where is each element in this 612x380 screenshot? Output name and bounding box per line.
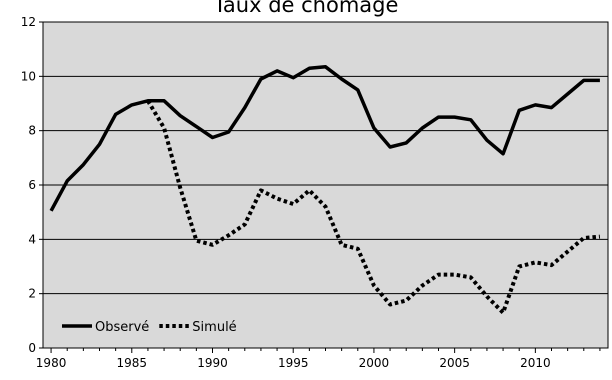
y-tick-label: 4 — [28, 232, 36, 246]
chart-title: Taux de chômage — [213, 0, 399, 17]
x-tick-label: 1985 — [117, 356, 148, 370]
x-tick-label: 1990 — [197, 356, 228, 370]
legend-label: Observé — [95, 320, 149, 335]
x-tick-label: 2000 — [359, 356, 390, 370]
y-tick-label: 0 — [28, 341, 36, 355]
series-lines — [49, 65, 601, 315]
legend: Observé Simulé — [62, 320, 237, 335]
y-tick-label: 8 — [28, 124, 36, 138]
series-line-observe — [49, 65, 600, 212]
gridlines — [43, 75, 608, 295]
y-tick-label: 12 — [21, 15, 36, 29]
legend-label: Simulé — [192, 320, 236, 335]
y-tick-label: 10 — [21, 69, 36, 83]
x-tick-label: 2010 — [520, 356, 551, 370]
x-tick-label: 2005 — [439, 356, 470, 370]
x-tick-label: 1995 — [278, 356, 309, 370]
series-line-simule — [146, 99, 601, 315]
y-tick-label: 2 — [28, 287, 36, 301]
axes: 0 2 4 6 8 10 12 1980 1985 1990 1995 2000 2005 2010 — [21, 15, 601, 370]
x-tick-label: 1980 — [36, 356, 67, 370]
y-tick-label: 6 — [28, 178, 36, 192]
